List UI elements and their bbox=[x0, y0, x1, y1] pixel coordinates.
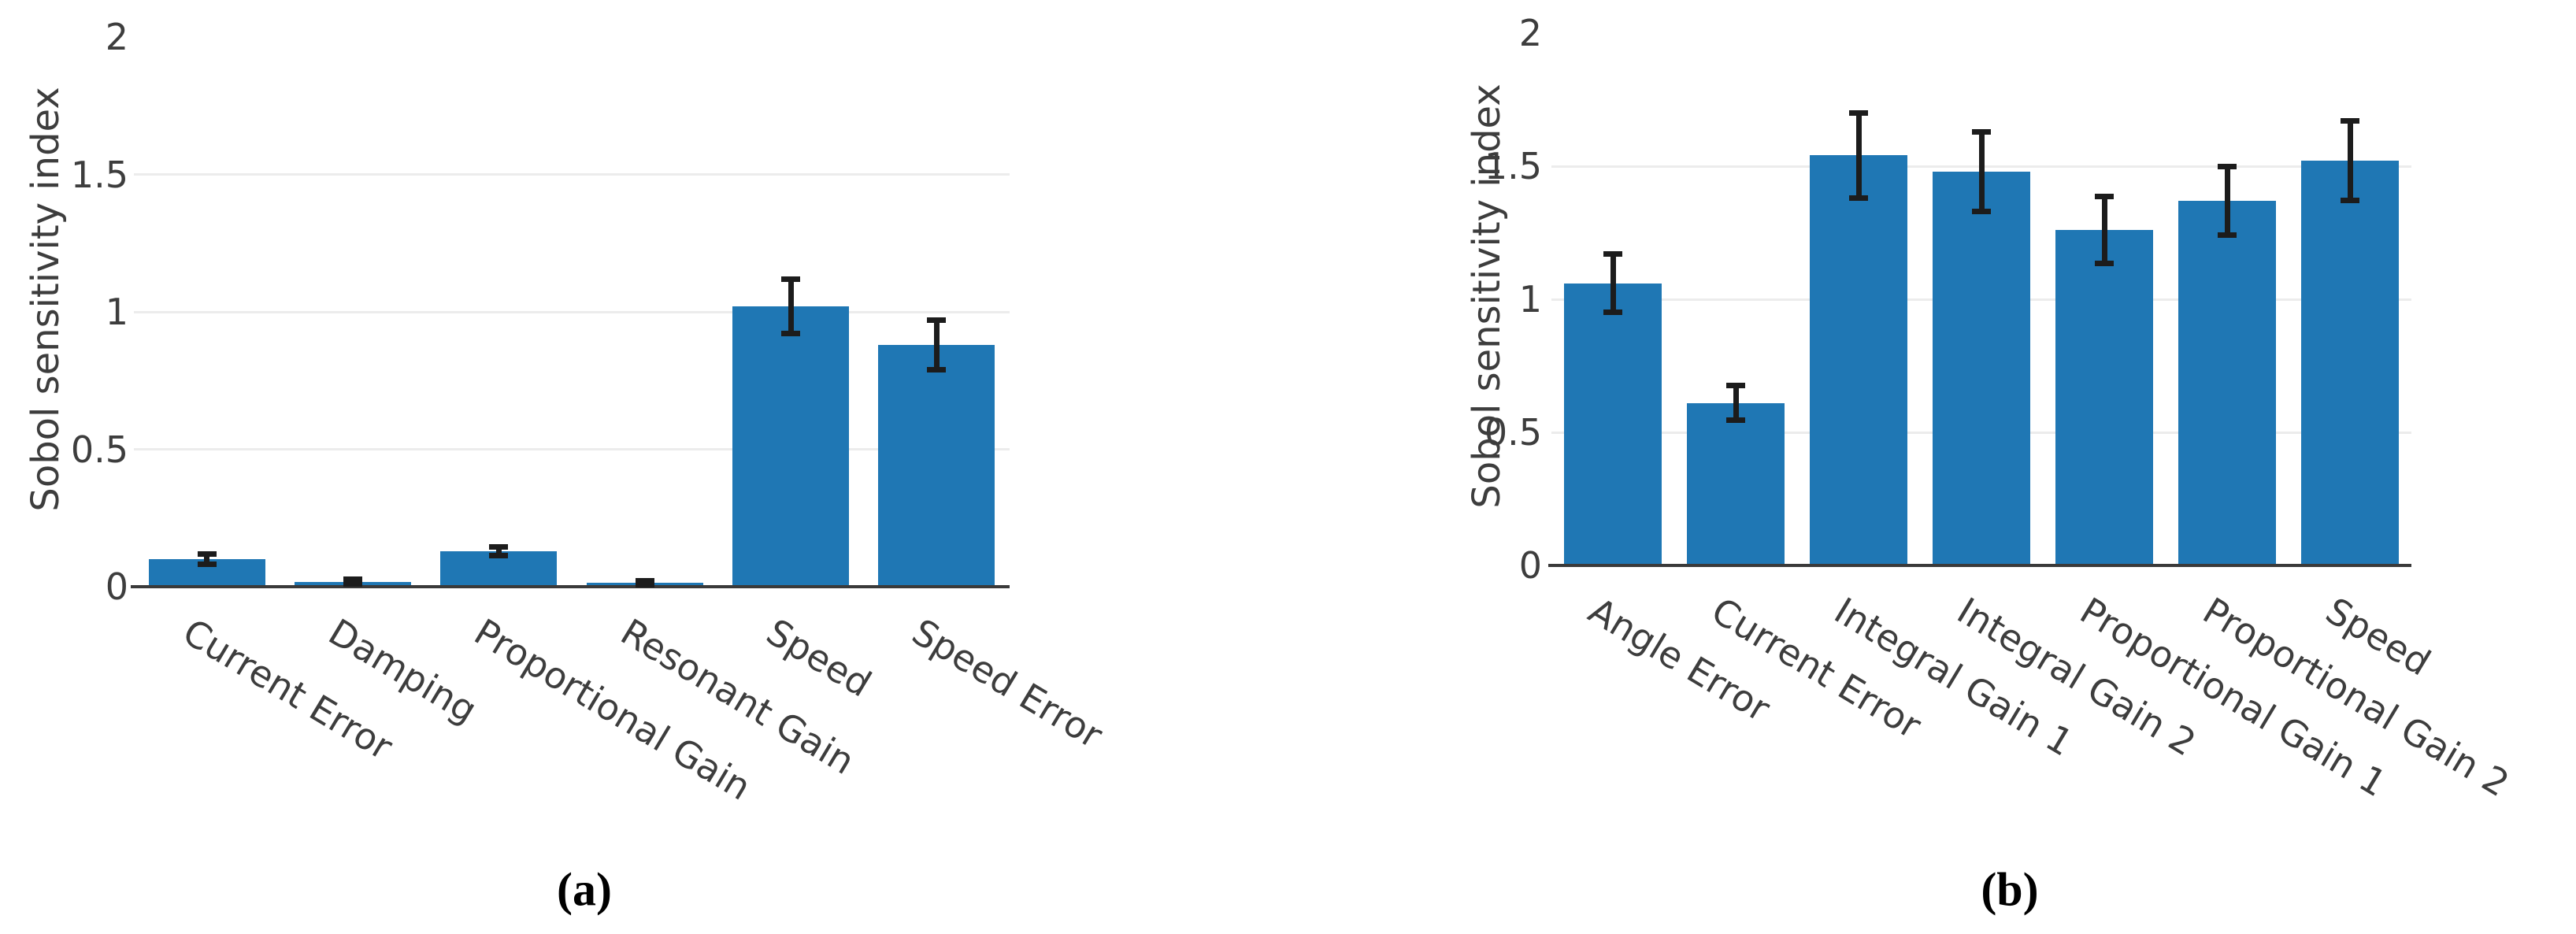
error-bar-cap-2-top bbox=[1849, 109, 1868, 116]
bar-6 bbox=[2300, 161, 2400, 565]
y-tick-label-0.5: 0.5 bbox=[70, 428, 128, 471]
error-bar-cap-4-bottom bbox=[781, 331, 800, 337]
axis-baseline bbox=[1548, 564, 2411, 567]
error-bar-line-2 bbox=[495, 547, 502, 556]
bar-4 bbox=[2055, 230, 2154, 565]
bar-3 bbox=[1932, 171, 2031, 565]
error-bar-cap-5-bottom bbox=[927, 366, 947, 372]
panel-caption-b: (b) bbox=[1981, 863, 2039, 916]
error-bar-cap-2-bottom bbox=[489, 552, 509, 558]
error-bar-cap-4-top bbox=[2095, 194, 2114, 200]
panel-caption-a: (a) bbox=[557, 863, 612, 916]
error-bar-line-2 bbox=[1855, 113, 1862, 198]
error-bar-cap-3-bottom bbox=[635, 582, 654, 588]
error-bar-cap-1-top bbox=[343, 576, 362, 583]
bar-4 bbox=[732, 306, 850, 587]
error-bar-cap-3-top bbox=[635, 578, 654, 584]
bar-2 bbox=[1809, 155, 1908, 565]
error-bar-cap-6-bottom bbox=[2341, 198, 2359, 204]
error-bar-cap-3-bottom bbox=[1972, 208, 1991, 214]
error-bar-line-4 bbox=[2101, 196, 2107, 264]
y-tick-label-2: 2 bbox=[105, 16, 128, 58]
error-bar-line-1 bbox=[1733, 385, 1739, 421]
error-bar-cap-0-top bbox=[1603, 251, 1622, 258]
error-bar-cap-2-bottom bbox=[1849, 195, 1868, 202]
error-bar-line-5 bbox=[933, 320, 940, 370]
error-bar-cap-4-top bbox=[781, 276, 800, 282]
error-bar-line-0 bbox=[1610, 254, 1616, 313]
error-bar-cap-5-top bbox=[2218, 163, 2237, 169]
error-bar-cap-3-top bbox=[1972, 128, 1991, 135]
y-tick-label-0: 0 bbox=[105, 565, 128, 608]
error-bar-line-0 bbox=[204, 554, 210, 565]
error-bar-cap-1-top bbox=[1726, 383, 1745, 389]
error-bar-cap-1-bottom bbox=[343, 581, 362, 587]
error-bar-cap-5-top bbox=[927, 317, 947, 323]
error-bar-cap-1-bottom bbox=[1726, 417, 1745, 424]
bar-5 bbox=[878, 344, 995, 587]
y-tick-label-1.5: 1.5 bbox=[1484, 145, 1542, 187]
error-bar-cap-4-bottom bbox=[2095, 260, 2114, 266]
error-bar-cap-2-top bbox=[489, 543, 509, 550]
axis-baseline bbox=[131, 585, 1010, 588]
error-bar-line-4 bbox=[788, 279, 794, 334]
bar-5 bbox=[2178, 200, 2277, 565]
error-bar-line-5 bbox=[2224, 166, 2230, 235]
gridline-y-1 bbox=[134, 310, 1010, 313]
error-bar-cap-0-bottom bbox=[1603, 309, 1622, 316]
x-tick-label-1: Current Error bbox=[1704, 589, 1929, 747]
bar-0 bbox=[1563, 283, 1662, 565]
error-bar-line-3 bbox=[1978, 132, 1985, 212]
gridline-y-1.5 bbox=[134, 173, 1010, 176]
error-bar-cap-6-top bbox=[2341, 118, 2359, 124]
error-bar-line-6 bbox=[2347, 120, 2353, 201]
y-tick-label-0: 0 bbox=[1518, 544, 1542, 587]
y-tick-label-1: 1 bbox=[1518, 278, 1542, 321]
y-tick-label-1: 1 bbox=[105, 291, 128, 333]
error-bar-cap-0-bottom bbox=[197, 561, 217, 567]
error-bar-cap-0-top bbox=[197, 551, 217, 558]
error-bar-cap-5-bottom bbox=[2218, 232, 2237, 239]
y-tick-label-2: 2 bbox=[1518, 12, 1542, 54]
y-tick-label-1.5: 1.5 bbox=[70, 153, 128, 196]
y-tick-label-0.5: 0.5 bbox=[1484, 411, 1542, 454]
gridline-y-0.5 bbox=[134, 448, 1010, 450]
bar-1 bbox=[1686, 402, 1785, 565]
